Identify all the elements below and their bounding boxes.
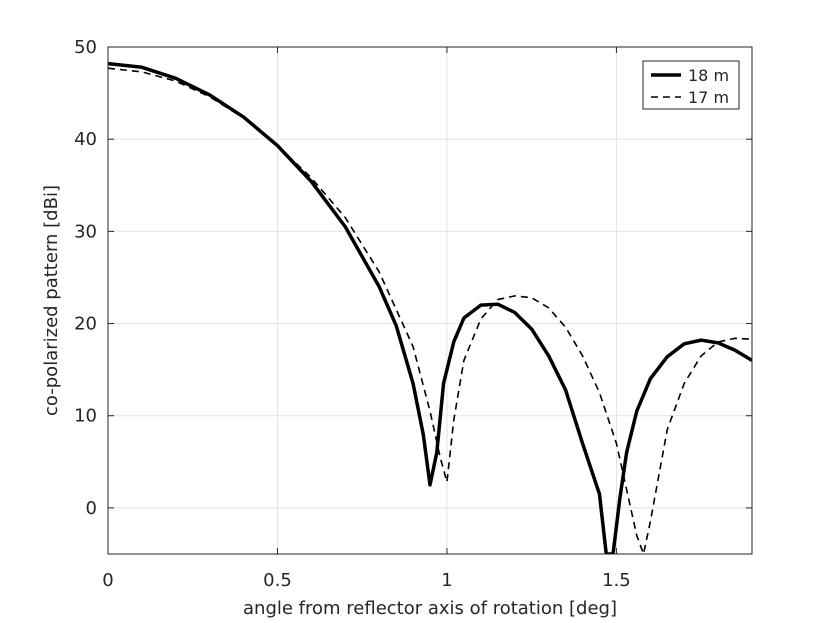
y-tick-label: 10 [74,406,97,427]
legend-label: 17 m [688,88,729,107]
legend-box [642,60,740,110]
y-tick-label: 30 [74,221,97,242]
legend-label: 18 m [688,66,729,85]
series-line-17-m [108,67,752,554]
y-tick-label: 0 [86,498,97,519]
y-ticks: 0 10 20 30 40 50 [74,37,752,519]
series-line-18-m [108,61,752,554]
x-tick-label: 0 [102,570,113,591]
y-gridlines [108,46,752,509]
y-tick-label: 50 [74,37,97,58]
y-axis-label: co-polarized pattern [dBi] [41,185,62,416]
y-tick-label: 20 [74,314,97,335]
series-layer [108,61,752,554]
x-tick-label: 0.5 [263,570,292,591]
x-ticks: 0 0.5 1 1.5 [102,47,631,591]
x-tick-label: 1.5 [602,570,631,591]
plot-frame [107,46,753,555]
legend: 18 m 17 m [642,60,740,110]
x-tick-label: 1 [441,570,452,591]
x-axis-label: angle from reflector axis of rotation [d… [243,598,617,619]
plot-area [108,47,752,554]
y-tick-label: 40 [74,129,97,150]
